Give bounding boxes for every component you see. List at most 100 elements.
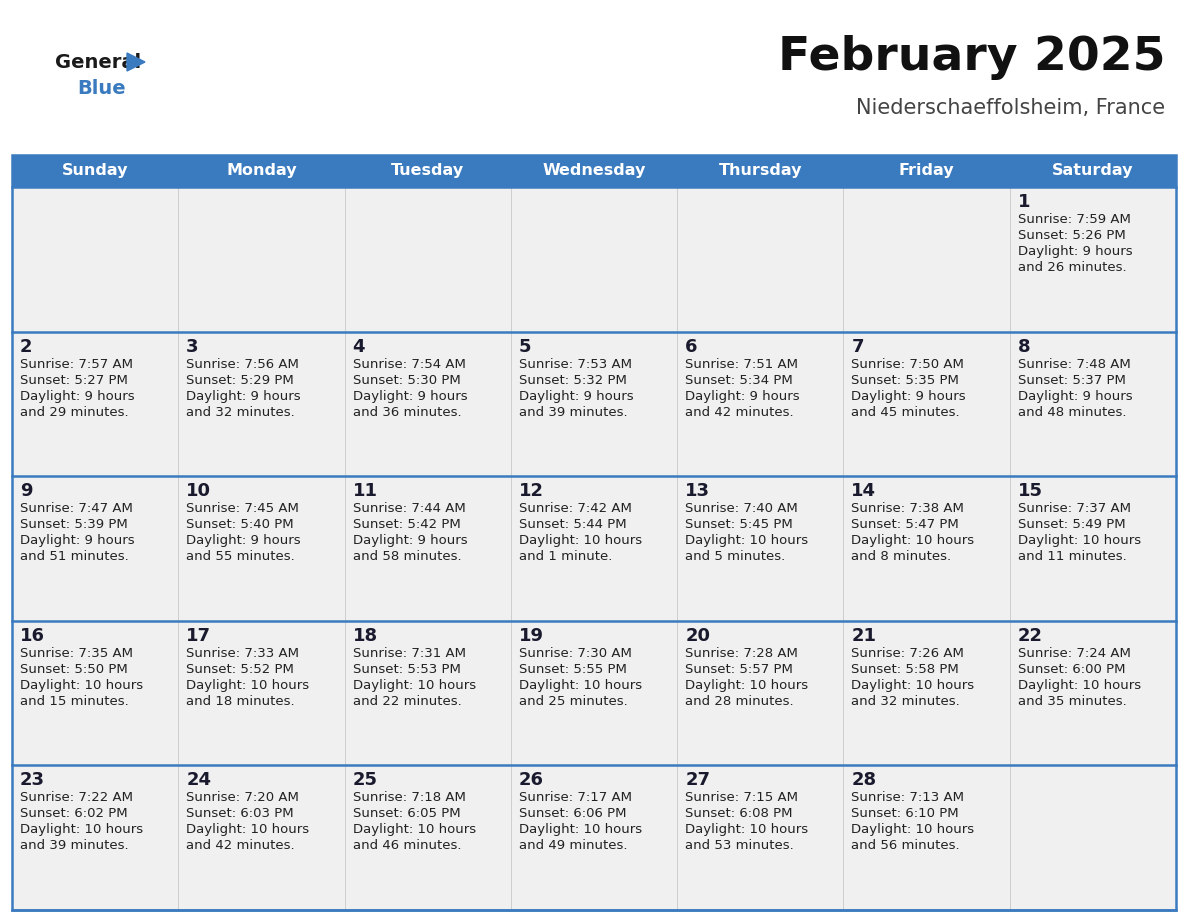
Text: 6: 6 xyxy=(685,338,697,355)
Bar xyxy=(12,187,1176,331)
Text: Daylight: 10 hours: Daylight: 10 hours xyxy=(20,678,143,692)
Text: 19: 19 xyxy=(519,627,544,644)
Text: Daylight: 9 hours: Daylight: 9 hours xyxy=(353,389,467,403)
Bar xyxy=(12,155,1176,187)
Text: Sunset: 5:27 PM: Sunset: 5:27 PM xyxy=(20,374,128,386)
Text: Sunset: 5:44 PM: Sunset: 5:44 PM xyxy=(519,518,626,532)
Text: Sunrise: 7:33 AM: Sunrise: 7:33 AM xyxy=(187,647,299,660)
Bar xyxy=(12,621,1176,766)
Text: and 39 minutes.: and 39 minutes. xyxy=(519,406,627,419)
Text: Daylight: 10 hours: Daylight: 10 hours xyxy=(852,823,974,836)
Text: Sunset: 5:37 PM: Sunset: 5:37 PM xyxy=(1018,374,1125,386)
Text: Sunset: 6:10 PM: Sunset: 6:10 PM xyxy=(852,808,959,821)
Text: Sunset: 5:47 PM: Sunset: 5:47 PM xyxy=(852,518,959,532)
Text: Daylight: 9 hours: Daylight: 9 hours xyxy=(20,389,134,403)
Text: 18: 18 xyxy=(353,627,378,644)
Text: Daylight: 10 hours: Daylight: 10 hours xyxy=(685,823,808,836)
Text: Daylight: 10 hours: Daylight: 10 hours xyxy=(685,534,808,547)
Text: Daylight: 10 hours: Daylight: 10 hours xyxy=(353,678,475,692)
Bar xyxy=(12,331,1176,476)
Text: Sunset: 6:06 PM: Sunset: 6:06 PM xyxy=(519,808,626,821)
Text: and 42 minutes.: and 42 minutes. xyxy=(685,406,794,419)
Text: Sunrise: 7:45 AM: Sunrise: 7:45 AM xyxy=(187,502,299,515)
Text: 3: 3 xyxy=(187,338,198,355)
Text: 24: 24 xyxy=(187,771,211,789)
Text: Daylight: 10 hours: Daylight: 10 hours xyxy=(20,823,143,836)
Text: Sunrise: 7:37 AM: Sunrise: 7:37 AM xyxy=(1018,502,1131,515)
Text: Sunset: 5:32 PM: Sunset: 5:32 PM xyxy=(519,374,627,386)
Text: Sunset: 5:26 PM: Sunset: 5:26 PM xyxy=(1018,229,1125,242)
Text: Wednesday: Wednesday xyxy=(542,163,646,178)
Text: Sunset: 5:34 PM: Sunset: 5:34 PM xyxy=(685,374,792,386)
Bar xyxy=(12,155,1176,910)
Text: Sunset: 5:55 PM: Sunset: 5:55 PM xyxy=(519,663,627,676)
Text: and 8 minutes.: and 8 minutes. xyxy=(852,550,952,564)
Text: 11: 11 xyxy=(353,482,378,500)
Text: 2: 2 xyxy=(20,338,32,355)
Text: and 48 minutes.: and 48 minutes. xyxy=(1018,406,1126,419)
Text: 27: 27 xyxy=(685,771,710,789)
Text: Sunrise: 7:24 AM: Sunrise: 7:24 AM xyxy=(1018,647,1131,660)
Text: Sunset: 6:02 PM: Sunset: 6:02 PM xyxy=(20,808,127,821)
Text: and 55 minutes.: and 55 minutes. xyxy=(187,550,295,564)
Text: Sunrise: 7:47 AM: Sunrise: 7:47 AM xyxy=(20,502,133,515)
Text: Sunrise: 7:50 AM: Sunrise: 7:50 AM xyxy=(852,358,965,371)
Text: Daylight: 9 hours: Daylight: 9 hours xyxy=(852,389,966,403)
Text: 14: 14 xyxy=(852,482,877,500)
Text: and 18 minutes.: and 18 minutes. xyxy=(187,695,295,708)
Text: 21: 21 xyxy=(852,627,877,644)
Text: and 46 minutes.: and 46 minutes. xyxy=(353,839,461,853)
Text: Sunrise: 7:51 AM: Sunrise: 7:51 AM xyxy=(685,358,798,371)
Text: and 53 minutes.: and 53 minutes. xyxy=(685,839,794,853)
Text: Sunset: 5:30 PM: Sunset: 5:30 PM xyxy=(353,374,460,386)
Text: and 56 minutes.: and 56 minutes. xyxy=(852,839,960,853)
Text: and 26 minutes.: and 26 minutes. xyxy=(1018,261,1126,274)
Text: Thursday: Thursday xyxy=(719,163,802,178)
Text: Daylight: 9 hours: Daylight: 9 hours xyxy=(1018,389,1132,403)
Text: Sunday: Sunday xyxy=(62,163,128,178)
Text: Monday: Monday xyxy=(226,163,297,178)
Text: Daylight: 9 hours: Daylight: 9 hours xyxy=(187,389,301,403)
Text: 8: 8 xyxy=(1018,338,1030,355)
Text: Daylight: 9 hours: Daylight: 9 hours xyxy=(187,534,301,547)
Text: 16: 16 xyxy=(20,627,45,644)
Text: 7: 7 xyxy=(852,338,864,355)
Text: Sunset: 5:45 PM: Sunset: 5:45 PM xyxy=(685,518,792,532)
Text: 1: 1 xyxy=(1018,193,1030,211)
Text: 26: 26 xyxy=(519,771,544,789)
Text: and 36 minutes.: and 36 minutes. xyxy=(353,406,461,419)
Text: Sunrise: 7:13 AM: Sunrise: 7:13 AM xyxy=(852,791,965,804)
Text: Daylight: 10 hours: Daylight: 10 hours xyxy=(685,678,808,692)
Text: 15: 15 xyxy=(1018,482,1043,500)
Text: Sunrise: 7:42 AM: Sunrise: 7:42 AM xyxy=(519,502,632,515)
Text: and 1 minute.: and 1 minute. xyxy=(519,550,612,564)
Text: Sunrise: 7:56 AM: Sunrise: 7:56 AM xyxy=(187,358,299,371)
Text: Daylight: 9 hours: Daylight: 9 hours xyxy=(20,534,134,547)
Text: Daylight: 10 hours: Daylight: 10 hours xyxy=(1018,678,1140,692)
Text: Sunset: 5:57 PM: Sunset: 5:57 PM xyxy=(685,663,794,676)
Text: Sunset: 5:35 PM: Sunset: 5:35 PM xyxy=(852,374,959,386)
Text: Tuesday: Tuesday xyxy=(391,163,465,178)
Text: Sunset: 5:49 PM: Sunset: 5:49 PM xyxy=(1018,518,1125,532)
Text: and 32 minutes.: and 32 minutes. xyxy=(852,695,960,708)
Text: and 11 minutes.: and 11 minutes. xyxy=(1018,550,1126,564)
Text: Daylight: 10 hours: Daylight: 10 hours xyxy=(1018,534,1140,547)
Text: Sunrise: 7:20 AM: Sunrise: 7:20 AM xyxy=(187,791,299,804)
Text: Daylight: 9 hours: Daylight: 9 hours xyxy=(519,389,633,403)
Text: Daylight: 10 hours: Daylight: 10 hours xyxy=(519,823,642,836)
Text: Sunset: 5:29 PM: Sunset: 5:29 PM xyxy=(187,374,295,386)
Text: Sunset: 5:53 PM: Sunset: 5:53 PM xyxy=(353,663,461,676)
Text: 20: 20 xyxy=(685,627,710,644)
Text: Daylight: 10 hours: Daylight: 10 hours xyxy=(353,823,475,836)
Polygon shape xyxy=(127,53,145,71)
Text: February 2025: February 2025 xyxy=(777,36,1165,81)
Text: Daylight: 9 hours: Daylight: 9 hours xyxy=(685,389,800,403)
Text: Sunrise: 7:48 AM: Sunrise: 7:48 AM xyxy=(1018,358,1131,371)
Text: Sunset: 5:42 PM: Sunset: 5:42 PM xyxy=(353,518,460,532)
Text: Sunrise: 7:31 AM: Sunrise: 7:31 AM xyxy=(353,647,466,660)
Text: and 42 minutes.: and 42 minutes. xyxy=(187,839,295,853)
Text: Sunset: 6:08 PM: Sunset: 6:08 PM xyxy=(685,808,792,821)
Text: Saturday: Saturday xyxy=(1053,163,1133,178)
Text: and 39 minutes.: and 39 minutes. xyxy=(20,839,128,853)
Text: and 29 minutes.: and 29 minutes. xyxy=(20,406,128,419)
